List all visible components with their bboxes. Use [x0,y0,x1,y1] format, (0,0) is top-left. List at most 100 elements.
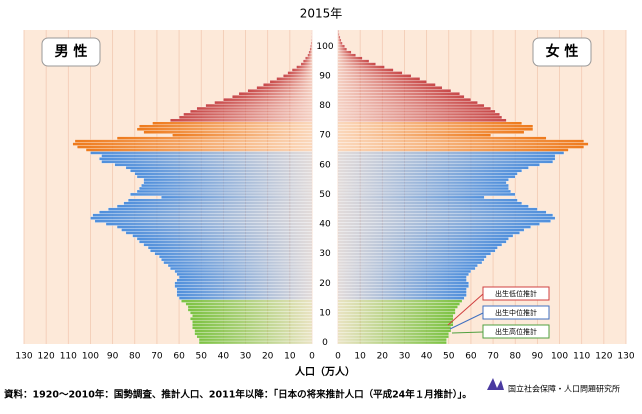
bar [139,124,313,128]
x-tick-label: 50 [196,352,208,362]
bar [337,133,492,137]
bar [337,38,342,42]
bar [337,311,456,315]
annotation-box [482,324,550,339]
x-tick-label: 0 [335,352,341,362]
x-tick-label: 80 [129,352,141,362]
bar [305,56,313,60]
bar [337,305,458,309]
bar [116,225,313,229]
bar [337,275,467,279]
bar [276,77,313,81]
bar [139,186,313,191]
bar [256,86,313,90]
source: 資料：1920～2010年：国勢調査、推計人口、2011年以降：「日本の将来推計… [4,389,472,401]
bar [337,272,469,277]
bar [130,192,313,197]
bar [337,50,352,54]
bar [152,121,313,125]
bar [194,332,313,336]
bar [337,100,478,105]
bar [337,225,531,229]
bar [337,112,500,117]
x-tick-label: 10 [354,352,366,362]
bar [337,145,585,149]
x-tick-label: 30 [399,352,411,362]
bar [337,183,509,188]
bar [247,89,313,93]
bar [176,290,313,294]
bar [337,103,485,108]
bar [136,127,313,131]
bar [337,243,503,247]
bar [238,92,313,96]
female-box [532,37,592,67]
bar [337,106,492,111]
annotation: 出生低位推計 [495,289,537,298]
bar [192,326,313,330]
bar [302,59,313,63]
x-tick-label: 0 [309,352,315,362]
bar [190,109,313,114]
bar [150,249,313,253]
bar [337,142,589,146]
bar [337,124,534,128]
bar [337,157,556,161]
bar [263,83,313,87]
x-tick-label: 10 [284,352,296,362]
bar [198,337,313,342]
bar [337,163,540,167]
bar [92,213,313,217]
bar [311,38,313,42]
bar [205,103,313,108]
x-tick-label: 50 [443,352,455,362]
x-tick-label: 130 [15,352,32,362]
bar [337,41,343,45]
callout [449,312,484,330]
bar [90,216,313,220]
bar [337,195,485,199]
x-tick-label: 120 [38,352,55,362]
bar [105,222,313,226]
bar [174,269,313,274]
bar [192,314,313,318]
bar [337,32,340,37]
bar [167,263,313,268]
bar [130,169,313,173]
bar [337,160,554,164]
male-box [41,37,101,67]
bar [337,254,487,259]
bar [99,210,313,214]
bar [337,115,503,120]
bar [190,311,313,315]
bar [176,272,313,277]
bar [125,166,313,170]
bar [136,237,313,241]
bar [337,269,472,274]
bar [172,133,313,137]
bar [85,148,313,152]
bar [337,53,356,57]
bar [337,97,472,102]
bar [337,293,467,297]
bar [101,160,313,164]
bar [337,86,443,90]
bar [291,68,313,72]
bar [337,180,507,185]
bar [176,293,313,297]
x-tick-label: 90 [532,352,544,362]
bar [125,231,313,235]
bar [163,260,313,265]
bar [287,71,313,75]
bar [181,299,313,303]
bar [310,44,313,48]
bar [183,112,313,117]
bar [337,148,569,152]
bar [174,284,313,288]
bar [337,257,485,262]
annotation: 出生高位推計 [495,327,537,336]
x-tick-label: 70 [487,352,499,362]
bar [170,266,313,271]
callout [447,293,484,326]
bar [337,169,523,173]
